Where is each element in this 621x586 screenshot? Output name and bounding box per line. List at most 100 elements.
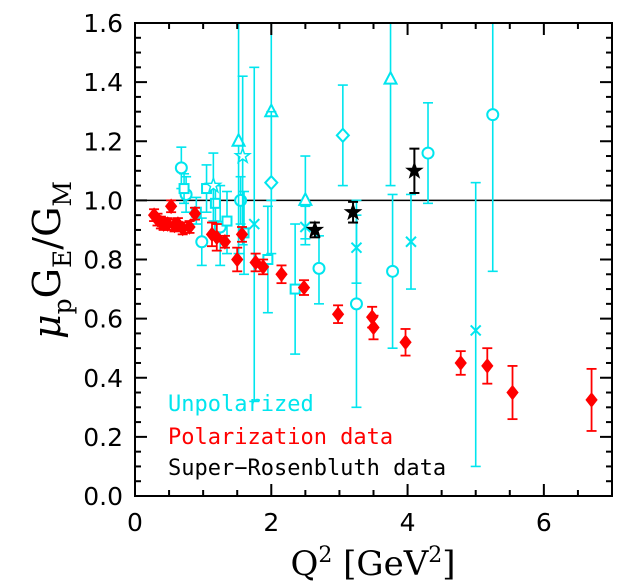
unpolarized-point xyxy=(486,22,500,273)
polarization-point xyxy=(331,304,345,324)
series-polarization xyxy=(147,198,598,432)
data-point-cross-b xyxy=(248,218,260,230)
unpolarized-point xyxy=(312,235,326,305)
polarization-point xyxy=(218,233,232,250)
unpolarized-point xyxy=(233,75,252,246)
data-point-star xyxy=(343,202,363,221)
unpolarized-point xyxy=(421,102,435,205)
super-rosenbluth-point xyxy=(305,220,325,239)
data-point-circle xyxy=(349,297,363,311)
y-tick-label: 0.6 xyxy=(83,305,123,334)
data-point-diamond-filled xyxy=(218,233,232,250)
data-point-diamond-filled xyxy=(231,251,244,268)
data-point-circle xyxy=(312,261,326,275)
y-tick-label: 0.0 xyxy=(83,482,123,511)
unpolarized-point xyxy=(195,217,209,267)
data-point-diamond-filled xyxy=(275,266,288,283)
x-tick-label: 2 xyxy=(263,508,279,537)
unpolarized-point xyxy=(335,84,351,187)
super-rosenbluth-point xyxy=(343,200,363,224)
unpolarized-point xyxy=(382,22,399,187)
unpolarized-point xyxy=(299,205,312,246)
x-tick-label: 0 xyxy=(127,508,143,537)
unpolarized-point xyxy=(174,146,188,190)
data-point-cross-b xyxy=(299,221,312,233)
data-point-diamond-filled xyxy=(399,334,412,351)
data-point-diamond-filled xyxy=(297,279,311,296)
legend-super-rosenbluth: Super−Rosenbluth data xyxy=(168,456,446,481)
y-tick-label: 1.2 xyxy=(83,127,123,156)
data-point-triangle xyxy=(297,191,314,206)
data-point-diamond xyxy=(263,174,279,191)
data-point-circle xyxy=(421,146,435,160)
polarization-point xyxy=(210,223,223,252)
unpolarized-point xyxy=(350,214,363,284)
polarization-point xyxy=(275,264,288,285)
unpolarized-point xyxy=(179,175,193,213)
polarization-point xyxy=(164,198,178,215)
unpolarized-point xyxy=(178,172,190,205)
unpolarized-point xyxy=(203,152,223,222)
series-super-rosenbluth xyxy=(305,147,424,239)
data-point-circle xyxy=(174,161,188,175)
data-point-diamond-filled xyxy=(481,358,494,374)
data-point-diamond-filled xyxy=(256,259,270,275)
y-tick-label: 0.4 xyxy=(83,364,123,393)
data-point-triangle xyxy=(230,132,247,147)
data-point-diamond xyxy=(335,127,351,144)
y-tick-label: 1.0 xyxy=(83,186,123,215)
unpolarized-point xyxy=(289,223,301,355)
tick-layer: 0 2 4 6 0.0 0.2 0.4 0.6 0.8 1.0 1.2 1.4 1.6 xyxy=(83,9,613,537)
polarization-point xyxy=(399,328,412,357)
polarization-point xyxy=(235,226,249,243)
data-point-diamond-filled xyxy=(585,392,598,408)
data-point-cross-b xyxy=(350,241,363,254)
data-point-triangle xyxy=(382,70,399,85)
legend-unpolarized: Unpolarized xyxy=(168,392,314,417)
data-point-square xyxy=(221,215,233,227)
data-point-circle xyxy=(386,264,400,278)
super-rosenbluth-point xyxy=(405,147,424,194)
data-point-star xyxy=(305,220,325,238)
data-point-diamond-filled xyxy=(183,219,196,235)
data-point-diamond-filled xyxy=(331,306,345,322)
y-tick-label: 1.6 xyxy=(83,9,123,38)
data-point-star xyxy=(233,146,252,164)
polarization-point xyxy=(506,365,519,421)
x-tick-label: 6 xyxy=(536,508,552,537)
polarization-point xyxy=(256,258,270,276)
polarization-point xyxy=(183,219,196,235)
data-point-star xyxy=(405,160,424,179)
data-point-diamond-filled xyxy=(506,384,519,401)
polarization-point xyxy=(188,205,202,222)
x-tick-label: 4 xyxy=(400,508,416,537)
unpolarized-point xyxy=(248,66,260,403)
y-tick-label: 0.8 xyxy=(83,246,123,275)
polarization-point xyxy=(481,347,494,385)
data-point-square xyxy=(178,183,190,195)
polarization-point xyxy=(585,367,598,432)
unpolarized-point xyxy=(470,181,482,468)
data-point-diamond-filled xyxy=(235,226,249,243)
unpolarized-point xyxy=(405,193,417,290)
data-point-square xyxy=(289,283,301,295)
polarization-point xyxy=(454,350,467,376)
y-tick-label: 0.2 xyxy=(83,423,123,452)
data-point-cross-b xyxy=(405,236,417,248)
y-tick-label: 1.4 xyxy=(83,68,123,97)
legend-polarization: Polarization data xyxy=(168,425,393,450)
unpolarized-point xyxy=(263,110,279,255)
data-point-cross-b xyxy=(470,324,482,337)
unpolarized-point xyxy=(386,193,400,349)
data-point-circle xyxy=(486,108,500,122)
polarization-point xyxy=(231,246,244,273)
data-layer xyxy=(147,22,598,468)
data-point-diamond-filled xyxy=(454,355,467,371)
data-point-diamond-filled xyxy=(367,319,380,336)
polarization-point xyxy=(297,279,311,296)
data-point-circle xyxy=(195,235,209,249)
data-point-star xyxy=(203,175,223,194)
y-axis-title: μpGE/GM xyxy=(25,181,77,339)
data-point-square xyxy=(209,197,221,209)
